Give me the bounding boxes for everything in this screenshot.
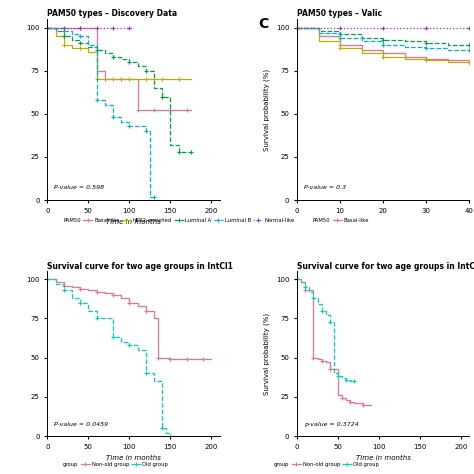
Y-axis label: Survival probability (%): Survival probability (%) — [264, 313, 270, 395]
Text: P-value = 0.598: P-value = 0.598 — [55, 185, 104, 190]
Text: P-value = 0.0459: P-value = 0.0459 — [55, 422, 109, 427]
Legend: PAM50, Basal-like: PAM50, Basal-like — [300, 216, 371, 225]
Text: PAM50 types – Discovery Data: PAM50 types – Discovery Data — [47, 9, 178, 18]
Text: P-value = 0.3: P-value = 0.3 — [304, 185, 346, 190]
Legend: PAM50, Basal-like, HER2-enriched, Luminal A, Luminal B, Normal-like: PAM50, Basal-like, HER2-enriched, Lumina… — [50, 216, 296, 225]
Legend: group, Non-old group, Old group: group, Non-old group, Old group — [261, 460, 381, 469]
Text: C: C — [258, 17, 269, 31]
Text: Survival curve for two age groups in IntCl1: Survival curve for two age groups in Int… — [47, 262, 233, 271]
Y-axis label: Survival probability (%): Survival probability (%) — [264, 68, 270, 151]
Legend: group, Non-old group, Old group: group, Non-old group, Old group — [50, 460, 170, 469]
X-axis label: Time in months: Time in months — [106, 455, 161, 461]
X-axis label: Time in months: Time in months — [356, 455, 410, 461]
X-axis label: Time in months: Time in months — [106, 219, 161, 225]
Text: Survival curve for two age groups in IntCl2: Survival curve for two age groups in Int… — [297, 262, 474, 271]
Text: p-value = 0.3724: p-value = 0.3724 — [304, 422, 359, 427]
Text: PAM50 types – Valic: PAM50 types – Valic — [297, 9, 382, 18]
